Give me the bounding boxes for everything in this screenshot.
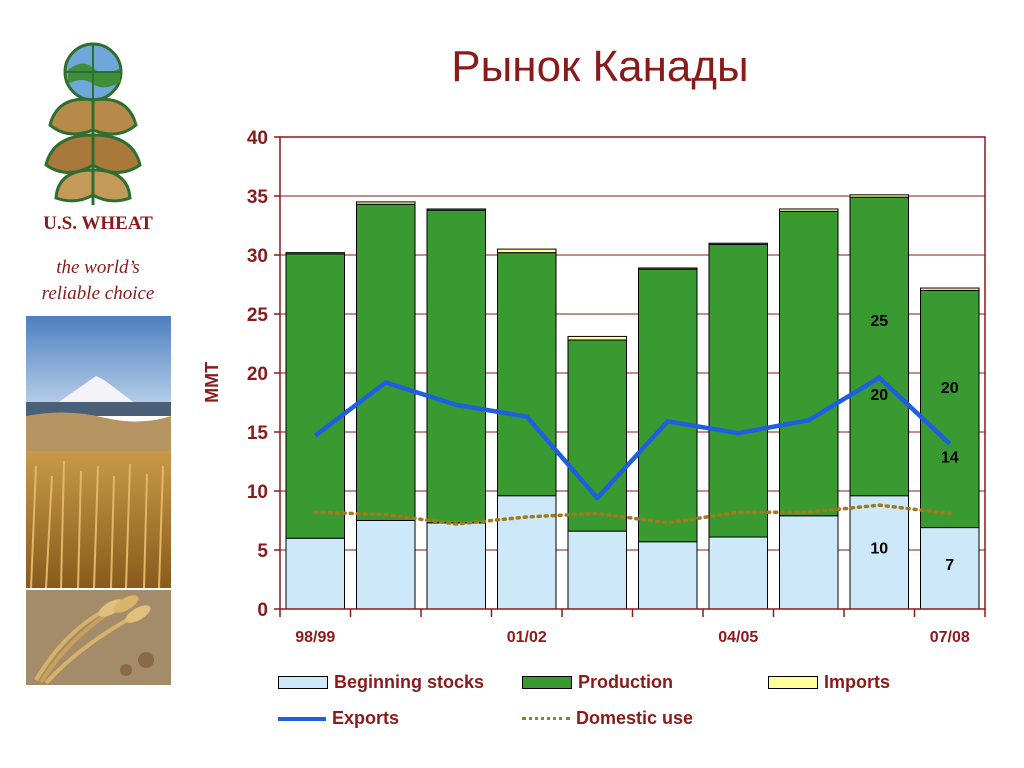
- bar-production: [567, 339, 628, 532]
- x-tick-label: 01/02: [507, 629, 547, 646]
- line-exports: [313, 375, 952, 501]
- legend-item-beginning-stocks: Beginning stocks: [278, 672, 484, 693]
- data-label: 20: [941, 380, 959, 397]
- y-tick-label: 20: [247, 364, 268, 385]
- bar-production: [426, 209, 487, 524]
- tagline-line-1: the world’s: [56, 257, 140, 278]
- bar-beginning-stocks: [567, 530, 628, 610]
- legend-swatch-imports: [768, 676, 818, 689]
- y-tick-label: 15: [247, 423, 269, 444]
- data-label: 7: [945, 557, 954, 574]
- bar-production: [849, 196, 910, 497]
- bar-production: [285, 253, 346, 539]
- y-tick-label: 25: [247, 305, 269, 326]
- y-tick-label: 5: [257, 541, 268, 562]
- x-tick-label: 04/05: [718, 629, 758, 646]
- x-tick-label: 07/08: [930, 629, 970, 646]
- legend-line-exports: [278, 716, 326, 721]
- bar-beginning-stocks: [285, 537, 346, 610]
- bars: [285, 194, 980, 610]
- x-tick-label: 98/99: [295, 629, 335, 646]
- brand-tagline: the world’s reliable choice: [0, 255, 196, 307]
- bar-beginning-stocks: [355, 520, 416, 610]
- bar-imports: [426, 208, 487, 211]
- bar-beginning-stocks: [637, 541, 698, 610]
- page-title: Рынок Канады: [451, 42, 749, 91]
- data-label: 10: [870, 541, 888, 558]
- legend-swatch-production: [522, 676, 572, 689]
- wheat-field-photo: [26, 316, 171, 588]
- tagline-line-2: reliable choice: [41, 283, 155, 304]
- data-label: 20: [870, 387, 888, 404]
- bar-imports: [285, 252, 346, 255]
- bar-beginning-stocks: [849, 495, 910, 610]
- y-tick-label: 30: [247, 246, 268, 267]
- legend-label: Production: [578, 672, 673, 692]
- bar-beginning-stocks: [708, 536, 769, 610]
- bar-beginning-stocks: [426, 522, 487, 610]
- bar-production: [496, 252, 557, 497]
- left-panel: U.S. WHEAT the world’s reliable choice: [0, 0, 196, 768]
- line-domestic-use: [313, 503, 952, 526]
- wheat-sheaf-photo: [26, 590, 171, 685]
- legend-line-domestic-use: [522, 717, 570, 720]
- bar-production: [355, 203, 416, 521]
- y-axis-label: MMT: [202, 362, 222, 403]
- us-wheat-logo: [44, 42, 142, 205]
- bar-beginning-stocks: [919, 527, 980, 610]
- brand-name: U.S. WHEAT: [43, 213, 153, 234]
- bar-imports: [919, 287, 980, 291]
- legend-item-domestic-use: Domestic use: [522, 708, 693, 729]
- bar-imports: [849, 194, 910, 198]
- bar-imports: [496, 248, 557, 254]
- legend-label: Domestic use: [576, 708, 694, 728]
- y-tick-label: 10: [247, 482, 268, 503]
- data-label: 25: [870, 313, 888, 330]
- axes: 0 5 10 15 20 25 30 35 40 98/99 01/02 04/05 07/08 MMT: [202, 128, 986, 646]
- legend-item-production: Production: [522, 672, 673, 693]
- data-label: 14: [941, 450, 959, 467]
- bar-imports: [778, 208, 839, 212]
- bar-beginning-stocks: [496, 495, 557, 610]
- legend-label: Beginning stocks: [334, 672, 485, 692]
- y-tick-label: 35: [247, 187, 269, 208]
- legend-swatch-beginning-stocks: [278, 676, 328, 689]
- y-tick-label: 0: [257, 600, 268, 621]
- bar-imports: [355, 201, 416, 205]
- y-tick-label: 40: [247, 128, 268, 149]
- legend-item-imports: Imports: [768, 672, 890, 693]
- bar-imports: [708, 242, 769, 245]
- bar-production: [919, 289, 980, 529]
- bar-beginning-stocks: [778, 515, 839, 610]
- bar-production: [637, 268, 698, 543]
- bar-production: [778, 210, 839, 517]
- bar-imports: [637, 267, 698, 270]
- legend-item-exports: Exports: [278, 708, 399, 729]
- bar-production: [708, 243, 769, 538]
- data-labels: 25 20 10 20 14 7: [870, 313, 958, 574]
- series-lines: [313, 375, 952, 526]
- bar-imports: [567, 335, 628, 341]
- legend-label: Imports: [824, 672, 891, 692]
- legend-label: Exports: [332, 708, 400, 728]
